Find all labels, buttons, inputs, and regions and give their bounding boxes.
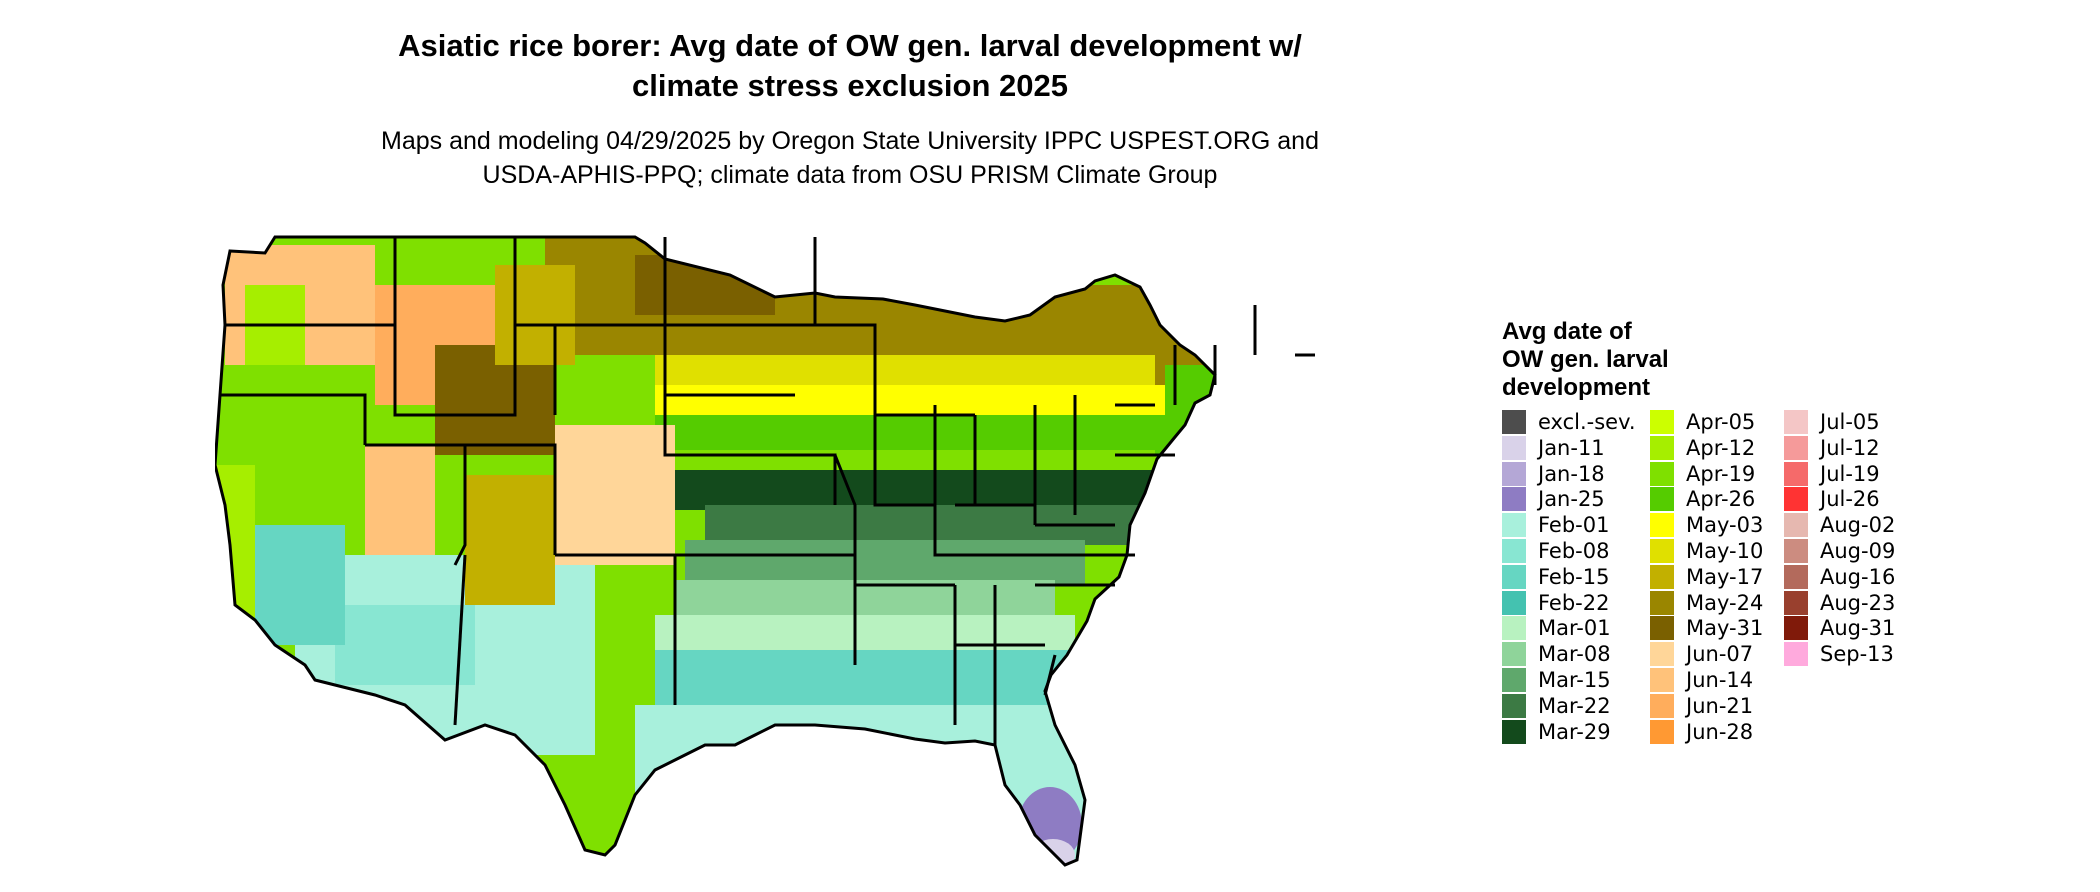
legend-swatch (1502, 719, 1526, 744)
legend-swatch (1650, 590, 1674, 615)
legend-swatch (1650, 410, 1674, 434)
legend-swatch (1650, 435, 1674, 460)
legend-label: Apr-26 (1686, 487, 1756, 512)
legend-label: Jan-25 (1538, 487, 1605, 512)
legend-swatch (1784, 616, 1808, 641)
legend-label: Jul-12 (1820, 435, 1880, 460)
legend-label: May-03 (1686, 513, 1764, 538)
legend-title-line3: development (1502, 374, 1651, 401)
legend-swatch (1784, 590, 1808, 615)
legend-label: Sep-13 (1820, 642, 1894, 667)
legend-swatch (1502, 693, 1526, 718)
legend-swatch (1784, 461, 1808, 486)
legend-swatch (1502, 487, 1526, 512)
map-title: Asiatic rice borer: Avg date of OW gen. … (300, 26, 1400, 106)
map-subtitle-line1: Maps and modeling 04/29/2025 by Oregon S… (381, 127, 1319, 155)
legend-swatch (1650, 668, 1674, 692)
legend-label: Aug-02 (1820, 513, 1896, 538)
legend-swatch (1502, 564, 1526, 589)
map-title-line2: climate stress exclusion 2025 (632, 68, 1068, 103)
legend-label: May-17 (1686, 564, 1764, 589)
state-boundaries (215, 235, 1315, 867)
legend-title: Avg date of OW gen. larval development (1502, 318, 1669, 402)
legend-label: Apr-05 (1686, 410, 1756, 434)
legend-swatch (1784, 435, 1808, 460)
legend-swatch (1650, 539, 1674, 563)
legend-label: Feb-08 (1538, 539, 1610, 563)
legend-swatch (1502, 513, 1526, 538)
legend-swatch (1784, 642, 1808, 667)
map-title-line1: Asiatic rice borer: Avg date of OW gen. … (398, 28, 1302, 63)
legend-swatch (1650, 564, 1674, 589)
legend-label: Jun-21 (1686, 693, 1754, 718)
legend-label: Aug-09 (1820, 539, 1896, 563)
legend-label: excl.-sev. (1538, 410, 1636, 434)
legend-swatch (1502, 435, 1526, 460)
legend-label: Aug-23 (1820, 590, 1896, 615)
legend-swatch (1784, 564, 1808, 589)
legend-swatch (1502, 616, 1526, 641)
legend-title-line1: Avg date of (1502, 318, 1632, 345)
legend-label: Aug-16 (1820, 564, 1896, 589)
legend-swatch (1650, 513, 1674, 538)
legend-swatch (1502, 539, 1526, 563)
legend-swatch (1650, 719, 1674, 744)
legend-swatch (1502, 410, 1526, 434)
legend-label: Feb-01 (1538, 513, 1610, 538)
legend-label: Feb-22 (1538, 590, 1610, 615)
legend-label: Apr-19 (1686, 461, 1756, 486)
legend-swatch (1784, 410, 1808, 434)
legend-label: Jul-26 (1820, 487, 1880, 512)
map-subtitle: Maps and modeling 04/29/2025 by Oregon S… (300, 124, 1400, 192)
legend-label: Jun-14 (1686, 668, 1754, 692)
legend-swatch (1650, 616, 1674, 641)
legend-swatch (1502, 461, 1526, 486)
legend-label: Feb-15 (1538, 564, 1610, 589)
legend-swatch (1502, 668, 1526, 692)
map-subtitle-line2: USDA-APHIS-PPQ; climate data from OSU PR… (482, 161, 1218, 189)
legend-swatch (1502, 590, 1526, 615)
legend-label: Mar-15 (1538, 668, 1611, 692)
legend-label: Mar-08 (1538, 642, 1611, 667)
legend-label: Aug-31 (1820, 616, 1896, 641)
legend-swatch (1784, 539, 1808, 563)
legend-swatch (1650, 487, 1674, 512)
legend-label: Mar-22 (1538, 693, 1611, 718)
legend-label: Jun-28 (1686, 719, 1754, 744)
legend-label: May-31 (1686, 616, 1764, 641)
legend-swatch (1784, 513, 1808, 538)
legend-label: Mar-29 (1538, 719, 1611, 744)
legend-label: Mar-01 (1538, 616, 1611, 641)
legend-label: May-10 (1686, 539, 1764, 563)
legend-swatch (1502, 642, 1526, 667)
legend-swatch (1784, 487, 1808, 512)
legend-label: Jan-18 (1538, 461, 1605, 486)
legend-label: Jul-05 (1820, 410, 1880, 434)
legend-swatch (1650, 642, 1674, 667)
legend-title-line2: OW gen. larval (1502, 346, 1669, 373)
legend-label: May-24 (1686, 590, 1764, 615)
us-map (215, 235, 1315, 867)
legend-label: Jan-11 (1538, 435, 1605, 460)
legend-label: Jul-19 (1820, 461, 1880, 486)
legend-swatch (1650, 693, 1674, 718)
legend-swatch (1650, 461, 1674, 486)
legend-label: Jun-07 (1686, 642, 1754, 667)
legend-label: Apr-12 (1686, 435, 1756, 460)
